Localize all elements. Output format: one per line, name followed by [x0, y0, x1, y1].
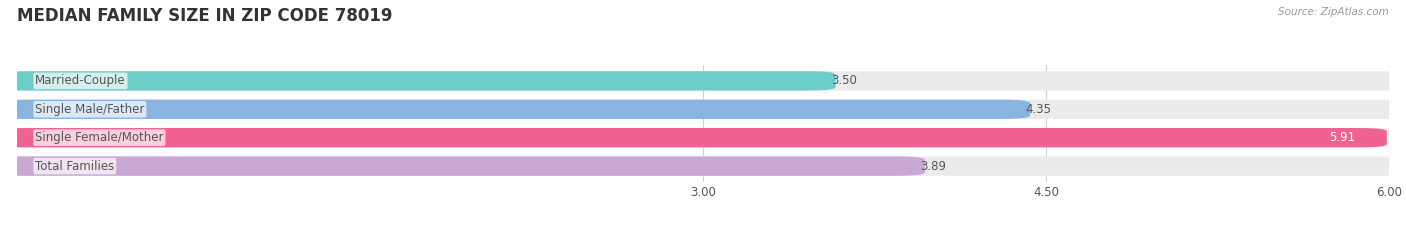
- Text: 5.91: 5.91: [1329, 131, 1355, 144]
- FancyBboxPatch shape: [0, 156, 925, 176]
- Text: 3.89: 3.89: [921, 160, 946, 173]
- FancyBboxPatch shape: [0, 128, 1386, 147]
- Text: 4.35: 4.35: [1025, 103, 1052, 116]
- Text: Total Families: Total Families: [35, 160, 114, 173]
- FancyBboxPatch shape: [0, 128, 1406, 147]
- Text: Single Female/Mother: Single Female/Mother: [35, 131, 163, 144]
- Text: MEDIAN FAMILY SIZE IN ZIP CODE 78019: MEDIAN FAMILY SIZE IN ZIP CODE 78019: [17, 7, 392, 25]
- FancyBboxPatch shape: [0, 100, 1031, 119]
- FancyBboxPatch shape: [0, 156, 1406, 176]
- FancyBboxPatch shape: [0, 71, 835, 91]
- Text: Source: ZipAtlas.com: Source: ZipAtlas.com: [1278, 7, 1389, 17]
- Text: 3.50: 3.50: [831, 74, 856, 87]
- FancyBboxPatch shape: [0, 100, 1406, 119]
- Text: Single Male/Father: Single Male/Father: [35, 103, 145, 116]
- Text: Married-Couple: Married-Couple: [35, 74, 125, 87]
- FancyBboxPatch shape: [0, 71, 1406, 91]
